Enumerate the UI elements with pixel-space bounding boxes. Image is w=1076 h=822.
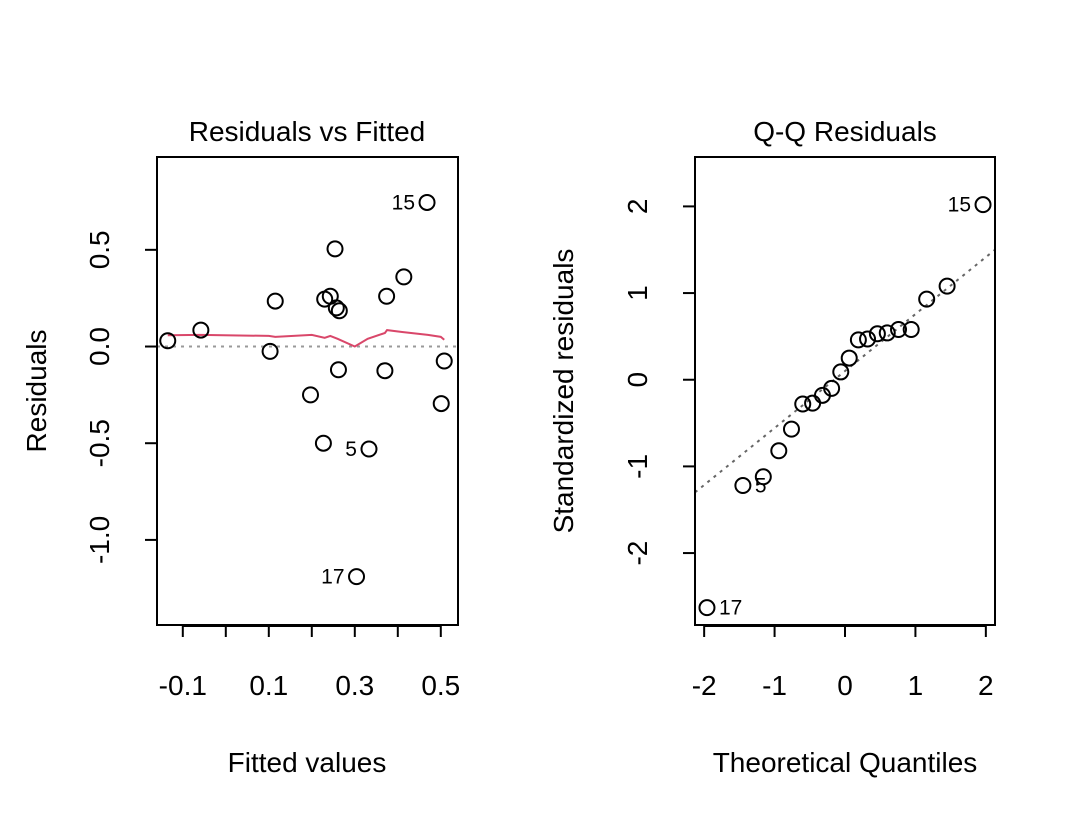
point-label: 5	[345, 438, 357, 461]
residuals-vs-fitted-panel: Residuals vs Fitted Fitted values Residu…	[21, 116, 460, 778]
smooth-line-layer	[167, 329, 445, 348]
data-point	[435, 352, 453, 370]
data-point	[302, 386, 320, 404]
data-point	[840, 349, 858, 367]
x-tick-label: -0.1	[159, 670, 207, 701]
x-tick-label: 2	[978, 670, 994, 701]
point-label: 15	[392, 191, 415, 214]
x-axis-label: Theoretical Quantiles	[713, 747, 978, 778]
plot-frame	[694, 156, 996, 626]
x-tick-label: 1	[908, 670, 924, 701]
data-point	[770, 442, 788, 460]
data-point	[432, 395, 450, 413]
points-layer: 17 5 15	[159, 191, 453, 589]
x-tick-label: 0.3	[335, 670, 374, 701]
data-point	[823, 379, 841, 397]
data-point	[902, 320, 920, 338]
point-label: 17	[719, 597, 742, 620]
y-axis: -1.0 -0.5 0.0 0.5	[84, 230, 157, 564]
x-axis: -2 -1 0 1 2	[692, 625, 994, 701]
data-point	[974, 196, 992, 214]
data-point	[348, 568, 366, 586]
x-tick-label: 0.5	[421, 670, 460, 701]
x-axis: -0.1 0.1 0.3 0.5	[159, 625, 460, 701]
qq-residuals-panel: Q-Q Residuals Theoretical Quantiles Stan…	[548, 116, 996, 778]
data-point	[782, 420, 800, 438]
data-point	[314, 434, 332, 452]
data-point	[734, 476, 752, 494]
data-point	[868, 325, 886, 343]
qq-reference-line	[694, 248, 996, 494]
y-axis: -2 -1 0 1 2	[622, 199, 695, 566]
data-point	[890, 320, 908, 338]
x-tick-label: 0	[837, 670, 853, 701]
data-point	[192, 321, 210, 339]
data-point	[378, 287, 396, 305]
point-label: 17	[321, 566, 344, 589]
data-point	[266, 292, 284, 310]
x-axis-label: Fitted values	[228, 747, 387, 778]
data-point	[832, 363, 850, 381]
y-tick-label: 0	[622, 372, 653, 388]
data-point	[327, 299, 345, 317]
x-tick-label: -1	[762, 670, 787, 701]
data-point	[330, 302, 348, 320]
data-point	[859, 330, 877, 348]
plot-frame	[156, 156, 459, 626]
data-point	[794, 395, 812, 413]
data-point	[918, 290, 936, 308]
y-tick-label: -1.0	[84, 516, 115, 564]
y-tick-label: 2	[622, 199, 653, 215]
y-axis-label: Standardized residuals	[548, 249, 579, 534]
reference-line-layer	[694, 248, 996, 494]
x-tick-label: -2	[692, 670, 717, 701]
x-tick-label: 0.1	[249, 670, 288, 701]
point-label: 5	[755, 474, 767, 497]
data-point	[321, 287, 339, 305]
y-tick-label: 0.0	[84, 327, 115, 366]
y-tick-label: 0.5	[84, 230, 115, 269]
data-point	[261, 342, 279, 360]
y-axis-label: Residuals	[21, 330, 52, 453]
data-point	[754, 468, 772, 486]
point-label: 15	[948, 194, 971, 217]
data-point	[329, 361, 347, 379]
y-tick-label: 1	[622, 285, 653, 301]
data-point	[849, 331, 867, 349]
data-point	[326, 240, 344, 258]
smooth-trend-line	[167, 329, 445, 348]
data-point	[878, 324, 896, 342]
data-point	[360, 440, 378, 458]
data-point	[804, 394, 822, 412]
y-tick-label: -0.5	[84, 419, 115, 467]
data-point	[418, 193, 436, 211]
panel-title: Residuals vs Fitted	[189, 116, 426, 147]
data-point	[938, 277, 956, 295]
data-point	[395, 268, 413, 286]
data-point	[376, 362, 394, 380]
data-point	[698, 599, 716, 617]
y-tick-label: -2	[622, 541, 653, 566]
y-tick-label: -1	[622, 454, 653, 479]
data-point	[159, 332, 177, 350]
panel-title: Q-Q Residuals	[753, 116, 937, 147]
points-layer: 17 5 15	[698, 194, 992, 620]
